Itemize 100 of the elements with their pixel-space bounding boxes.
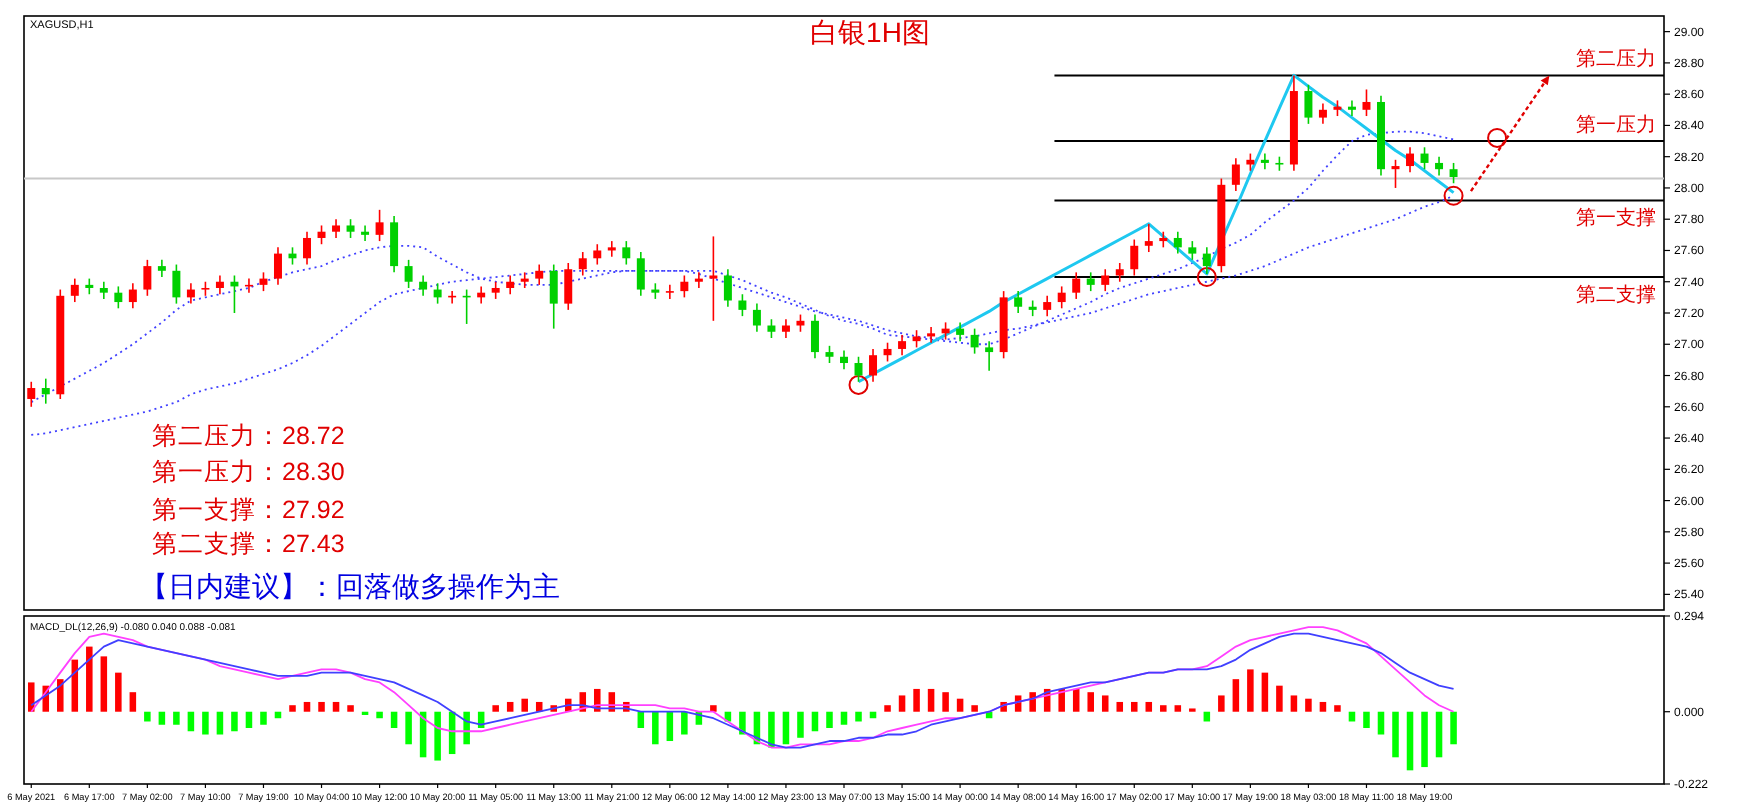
annotation: 第二支撑：27.43 — [152, 530, 345, 558]
ref-line-label: 第一压力 — [1576, 113, 1656, 138]
bar — [434, 711, 441, 761]
candlestick — [1362, 88, 1371, 117]
candlestick — [709, 235, 718, 322]
candlestick — [738, 293, 747, 317]
candlestick — [665, 284, 674, 300]
candlestick — [317, 224, 326, 246]
candlestick — [898, 334, 907, 357]
candlestick — [332, 218, 341, 239]
candlestick — [956, 321, 965, 342]
bar — [144, 711, 151, 722]
candlestick — [781, 318, 790, 339]
candlestick — [1260, 152, 1269, 170]
candlestick — [1115, 262, 1124, 283]
bar — [1406, 711, 1414, 771]
bar — [390, 711, 398, 728]
bar — [1319, 701, 1327, 712]
bar — [971, 705, 978, 712]
bar — [1450, 711, 1457, 745]
bar — [216, 711, 224, 735]
bar — [826, 711, 833, 728]
bar — [347, 705, 354, 712]
candlestick — [607, 240, 616, 258]
bar — [245, 711, 253, 728]
candlestick — [1304, 83, 1313, 125]
candlestick — [186, 282, 195, 305]
bar — [927, 688, 935, 712]
bar — [506, 701, 514, 712]
candlestick — [622, 240, 631, 266]
bar — [100, 656, 108, 712]
bar — [652, 711, 659, 745]
bar — [332, 701, 340, 712]
bar — [231, 711, 238, 732]
bar — [289, 705, 296, 712]
bar — [158, 711, 166, 725]
bar — [57, 679, 64, 712]
bar — [492, 705, 499, 712]
candlestick — [143, 259, 152, 297]
candlestick — [1449, 162, 1458, 185]
candlestick — [375, 209, 384, 242]
bar — [303, 701, 311, 712]
bar — [1377, 711, 1385, 735]
bar — [173, 711, 180, 725]
point — [1487, 127, 1508, 148]
bar — [739, 711, 746, 735]
candlestick — [1014, 290, 1023, 314]
candlestick — [303, 230, 311, 266]
candlestick — [215, 274, 224, 296]
candlestick — [578, 251, 587, 277]
candlestick — [259, 271, 268, 292]
bar — [86, 646, 93, 712]
candlestick — [1202, 246, 1211, 275]
candlestick — [70, 277, 79, 303]
candlestick — [752, 302, 761, 333]
bar — [202, 711, 209, 735]
bar — [1334, 705, 1341, 712]
bar — [884, 705, 891, 712]
bar — [521, 698, 528, 712]
candlestick — [985, 340, 994, 372]
candlestick — [1086, 271, 1095, 292]
candlestick — [419, 274, 428, 297]
point — [1196, 267, 1217, 288]
candlestick — [1072, 271, 1081, 300]
annotation: 【日内建议】：回落做多操作为主 — [140, 570, 560, 602]
bar — [1101, 695, 1109, 712]
candlestick — [1318, 102, 1327, 125]
ref-line-label: 第一支撑 — [1576, 206, 1656, 231]
candlestick — [114, 285, 123, 310]
candlestick — [1435, 155, 1444, 177]
candlestick — [1406, 146, 1415, 174]
candlestick — [273, 246, 282, 286]
bar — [1247, 669, 1254, 712]
candlestick — [1043, 295, 1052, 317]
bar — [898, 695, 906, 712]
candlestick — [694, 271, 703, 289]
candlestick — [927, 326, 936, 344]
candlestick — [680, 274, 689, 299]
candlestick — [869, 348, 878, 383]
annotation: 第一压力：28.30 — [152, 458, 345, 486]
bar — [840, 711, 848, 725]
candlestick — [535, 263, 544, 286]
bar — [1174, 705, 1182, 712]
bar — [1145, 701, 1153, 712]
candlestick — [433, 282, 442, 305]
candlestick — [564, 262, 573, 311]
candlestick — [506, 274, 515, 296]
bar — [913, 688, 920, 712]
candlestick — [840, 349, 848, 371]
candlestick — [810, 313, 819, 360]
bar — [260, 711, 267, 725]
bar — [1305, 698, 1312, 712]
bar — [681, 711, 688, 735]
bar — [1363, 711, 1370, 728]
bar — [1392, 711, 1399, 758]
bar — [115, 672, 122, 712]
candlestick — [41, 377, 50, 405]
annotation: 第二压力：28.72 — [152, 422, 345, 450]
candlestick — [404, 259, 413, 289]
candlestick — [1420, 146, 1429, 170]
